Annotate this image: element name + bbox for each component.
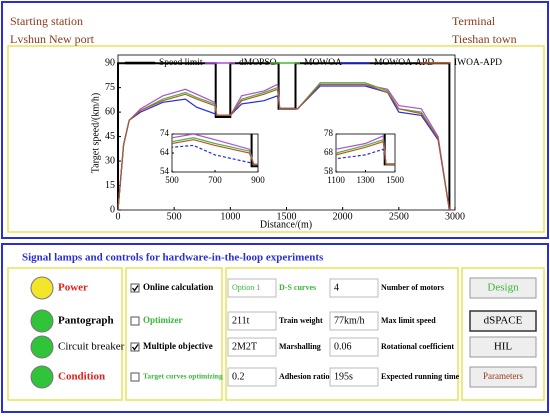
- checkbox-label: Multiple objective: [143, 341, 213, 351]
- button-label[interactable]: HIL: [494, 341, 513, 353]
- signal-lamp: [31, 310, 53, 332]
- input-value: 195s: [334, 371, 353, 382]
- end-name: Tieshan town: [452, 32, 517, 46]
- input-value: 0.2: [232, 371, 245, 382]
- signal-lamp: [31, 366, 53, 388]
- checkbox-label: Online calculation: [143, 282, 213, 292]
- controls-title: Signal lamps and controls for hardware-i…: [22, 252, 324, 264]
- checkbox-label: Optimizer: [143, 315, 183, 325]
- inset-y-tick-label: 78: [324, 128, 334, 138]
- inset-x-tick-label: 500: [165, 175, 179, 185]
- inset-y-tick-label: 54: [160, 166, 170, 176]
- inset-series-line: [65, 104, 550, 275]
- lamp-label: Circuit breaker: [58, 341, 125, 353]
- param-label: Train weight: [279, 316, 323, 325]
- end-label: Terminal: [452, 14, 496, 28]
- lamp-label: Condition: [58, 371, 105, 383]
- inset-x-tick-label: 1500: [386, 175, 405, 185]
- y-tick-label: 15: [105, 180, 115, 191]
- input-value: Option 1: [232, 283, 260, 292]
- y-tick-label: 90: [105, 57, 115, 68]
- button-label[interactable]: dSPACE: [484, 315, 523, 327]
- param-label: Number of motors: [381, 283, 444, 292]
- lamp-label: Power: [58, 282, 88, 294]
- x-tick-label: 3000: [445, 211, 465, 222]
- param-label: Adhesion ratio: [279, 372, 329, 381]
- inset-y-tick-label: 58: [324, 166, 334, 176]
- input-value: 77km/h: [334, 315, 365, 326]
- x-tick-label: 2500: [389, 211, 409, 222]
- input-value: 2M2T: [232, 341, 257, 352]
- start-name: Lvshun New port: [10, 32, 95, 46]
- y-tick-label: 75: [105, 82, 115, 93]
- input-value: 4: [334, 282, 339, 293]
- inset-x-tick-label: 1100: [327, 175, 345, 185]
- x-tick-label: 0: [116, 211, 121, 222]
- checkbox[interactable]: [131, 317, 139, 325]
- inset-y-tick-label: 64: [160, 147, 170, 157]
- y-tick-label: 60: [105, 106, 115, 117]
- x-tick-label: 500: [167, 211, 182, 222]
- param-label: Expected running time: [381, 372, 460, 381]
- x-tick-label: 2000: [333, 211, 353, 222]
- param-label: Max limit speed: [381, 316, 436, 325]
- legend-label: IWOA-APD: [454, 58, 502, 68]
- legend-label: MOWOA: [304, 58, 342, 68]
- inset-x-tick-label: 1300: [357, 175, 376, 185]
- signal-lamp: [31, 336, 53, 358]
- param-label: Marshalling: [279, 342, 321, 351]
- x-tick-label: 1500: [277, 211, 297, 222]
- inset-x-tick-label: 700: [208, 175, 222, 185]
- y-axis-label: Target speed/(km/h): [90, 93, 101, 173]
- button-label[interactable]: Design: [487, 282, 519, 294]
- y-tick-label: 45: [105, 131, 115, 142]
- legend-label: Speed limit: [159, 58, 203, 68]
- x-tick-label: 1000: [220, 211, 240, 222]
- chart-frame: [8, 46, 544, 232]
- y-tick-label: 0: [110, 204, 115, 215]
- input-value: 0.06: [334, 341, 352, 352]
- inset-y-tick-label: 68: [324, 147, 334, 157]
- signal-lamp: [31, 277, 53, 299]
- y-tick-label: 30: [105, 155, 115, 166]
- button-label[interactable]: Parameters: [483, 371, 523, 381]
- input-value: 211t: [232, 315, 250, 326]
- start-label: Starting station: [10, 14, 83, 28]
- inset-y-tick-label: 74: [160, 128, 170, 138]
- param-label: Rotational coefficient: [381, 342, 454, 351]
- checkbox[interactable]: [131, 373, 139, 381]
- lamp-label: Pantograph: [58, 315, 114, 327]
- inset-x-tick-label: 900: [251, 175, 265, 185]
- param-label: D-S curves: [279, 283, 316, 292]
- checkbox-label: Target curves optimizing: [143, 372, 223, 381]
